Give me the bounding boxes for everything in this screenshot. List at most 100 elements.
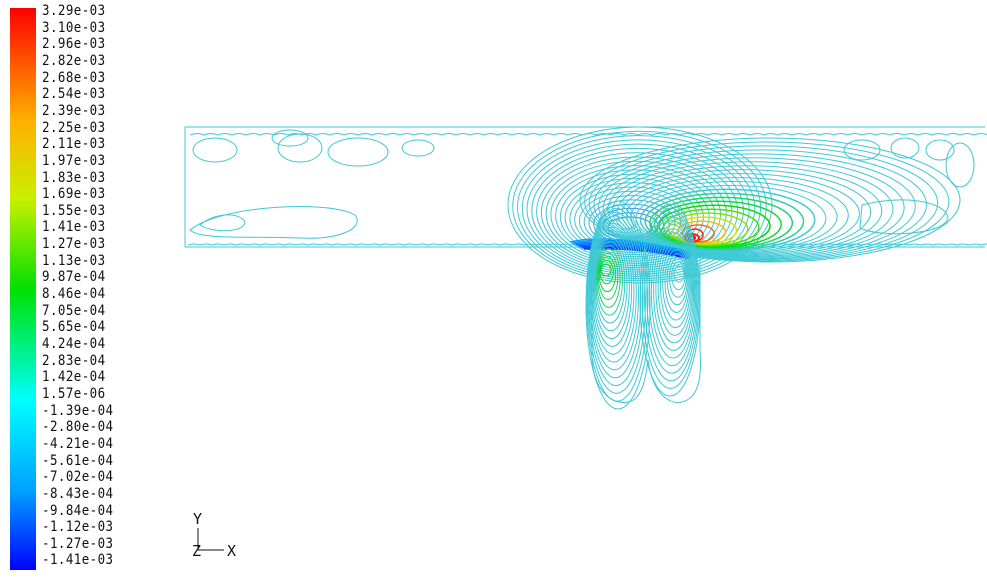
upper-lobe-contour (555, 169, 716, 262)
contour-line (859, 199, 949, 235)
cavity-right-lobe-contour (648, 220, 697, 367)
cavity-left-lobe-contour (597, 252, 619, 300)
right-lobe-contour (639, 188, 816, 251)
cavity-outer-contour (591, 247, 701, 403)
colorbar-tick-label: -1.41e-03 (42, 552, 114, 569)
colorbar-tick-label: 7.05e-04 (42, 302, 106, 319)
contour-line (925, 139, 955, 161)
right-lobe-contour (672, 216, 738, 245)
right-lobe-contour (644, 192, 805, 250)
cavity-left-lobe-contour (596, 244, 623, 316)
right-lobe-contour (681, 224, 715, 243)
colorbar-tick-label: -4.21e-04 (42, 435, 114, 452)
colorbar-tick-label: 3.10e-03 (42, 19, 106, 36)
right-lobe-contour (658, 204, 771, 248)
cavity-right-lobe-contour (662, 244, 690, 321)
right-lobe-contour (630, 181, 838, 253)
colorbar-tick-label: 2.39e-03 (42, 102, 106, 119)
cavity-left-lobe-contour (593, 233, 630, 340)
right-lobe-contour (667, 212, 749, 246)
colorbar-tick-label: -1.12e-03 (42, 519, 114, 536)
cavity-left-lobe-contour (596, 248, 621, 308)
colorbar-tick-label: 9.87e-04 (42, 269, 106, 286)
contour-line (945, 142, 975, 188)
upper-lobe-contour (512, 130, 767, 282)
right-lobe-contour (649, 196, 794, 250)
colorbar-tick-label: 2.68e-03 (42, 69, 106, 86)
right-lobe-contour (626, 177, 849, 254)
mouth-negative-contour (577, 243, 691, 257)
contour-line (277, 133, 323, 163)
right-lobe-contour (662, 208, 760, 247)
colorbar-tick-label: -1.39e-04 (42, 402, 114, 419)
right-lobe-contour (593, 149, 927, 260)
contour-line (401, 139, 435, 157)
bottom-wall-contours-left (187, 243, 585, 246)
colorbar-gradient (10, 8, 36, 570)
cavity-left-lobe-contour (589, 215, 642, 379)
cavity-right-lobe-contour (653, 228, 695, 351)
mouth-negative-contour (573, 241, 691, 255)
cavity-right-lobe-contour (671, 261, 686, 291)
contour-line (271, 129, 309, 147)
cavity-right-lobe-contour (664, 248, 689, 313)
contour-line (843, 139, 881, 161)
contour-line (192, 137, 238, 163)
cavity-right-lobe-contour (655, 232, 694, 344)
y-axis-label: Y (193, 510, 202, 528)
colorbar-tick-label: 8.46e-04 (42, 286, 106, 303)
right-lobe-contour (602, 157, 905, 258)
cavity-right-lobe-contour (666, 253, 688, 306)
colorbar-tick-label: -2.80e-04 (42, 419, 114, 436)
colorbar-tick-label: -1.27e-03 (42, 535, 114, 552)
cavity-right-lobe-contour (650, 224, 696, 359)
colorbar (10, 8, 36, 570)
channel-bottom-left-boundary (184, 127, 592, 248)
upper-lobe-contour (521, 139, 756, 277)
axes-triad: Y Z X (192, 510, 236, 560)
colorbar-tick-label: 1.69e-03 (42, 186, 106, 203)
colorbar-tick-label: 1.55e-03 (42, 202, 106, 219)
colorbar-tick-label: -8.43e-04 (42, 485, 114, 502)
right-lobe-contour (584, 141, 950, 262)
top-wall-contours (189, 133, 987, 136)
cavity-left-lobe-contour (592, 230, 633, 347)
colorbar-tick-label: 1.57e-06 (42, 385, 106, 402)
colorbar-tick-label: 2.96e-03 (42, 36, 106, 53)
colorbar-tick-label: 2.25e-03 (42, 119, 106, 136)
colorbar-tick-label: 1.27e-03 (42, 236, 106, 253)
right-lobe-contour (598, 153, 916, 259)
colorbar-tick-label: -7.02e-04 (42, 469, 114, 486)
cavity-left-lobe-contour (587, 207, 646, 394)
right-lobe-contour (612, 165, 883, 257)
contour-line (189, 206, 358, 239)
mouth-negative-contour (579, 245, 691, 258)
cavity-right-lobe-contour (644, 211, 699, 382)
cavity-left-lobe-contour (600, 263, 612, 277)
z-axis-label: Z (192, 542, 201, 560)
cavity-left-lobe-contour (594, 237, 628, 332)
colorbar-labels: 3.29e-03 3.10e-03 2.96e-03 2.82e-03 2.68e-03… (42, 0, 182, 585)
cavity-left-lobe-contour (586, 204, 649, 402)
x-axis-label: X (227, 542, 236, 560)
cavity-right-lobe-contour (668, 257, 687, 298)
colorbar-tick-label: 2.54e-03 (42, 86, 106, 103)
colorbar-tick-label: 4.24e-04 (42, 336, 106, 352)
mouth-negative-contour (575, 242, 691, 256)
cavity-left-lobe-contour (599, 259, 614, 285)
contour-line (890, 137, 920, 159)
cavity-left-lobe-contour (590, 222, 637, 363)
colorbar-tick-label: 1.42e-04 (42, 369, 106, 386)
cavity-left-lobe-contour (585, 200, 651, 410)
right-lobe-contour (579, 137, 961, 263)
colorbar-tick-label: 1.83e-03 (42, 169, 106, 186)
right-lobe-contour (676, 220, 727, 244)
cavity-left-lobe-contour (598, 256, 617, 293)
cavity-left-lobe-contour (589, 219, 640, 371)
colorbar-tick-label: 2.83e-04 (42, 352, 106, 369)
colorbar-tick-label: 5.65e-04 (42, 319, 106, 336)
cavity-right-lobe-contour (641, 207, 700, 389)
cavity-right-lobe-contour (673, 265, 685, 283)
colorbar-tick-label: 3.29e-03 (42, 3, 106, 19)
